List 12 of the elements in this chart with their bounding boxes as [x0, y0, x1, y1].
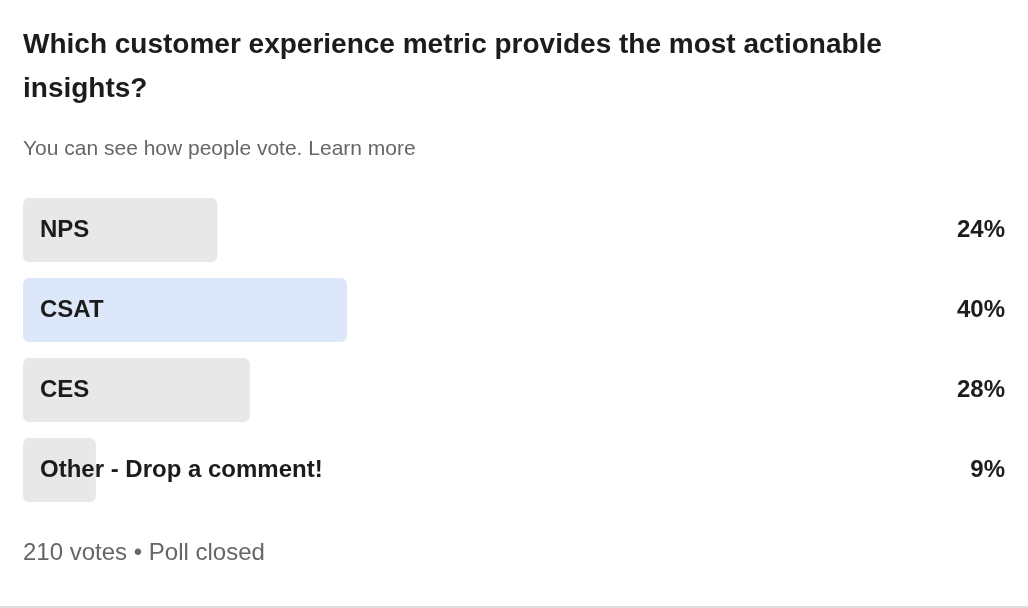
- data-label: 24%: [956, 214, 1005, 242]
- text: Which customer experience metric provides the most actionable insights?: [23, 27, 883, 105]
- y-tick-label: NPS: [40, 214, 90, 242]
- data-label: 40%: [956, 294, 1005, 322]
- bar: [23, 278, 347, 342]
- text: 210 votes • Poll closed: [23, 538, 265, 566]
- data-label: 9%: [970, 454, 1005, 482]
- y-tick-label: CSAT: [40, 294, 104, 322]
- y-tick-label: Other - Drop a comment!: [40, 454, 323, 482]
- y-tick-label: CES: [40, 374, 90, 402]
- chart-subtitle: You can see how people vote. Learn more: [23, 136, 416, 160]
- data-label: 28%: [956, 374, 1005, 402]
